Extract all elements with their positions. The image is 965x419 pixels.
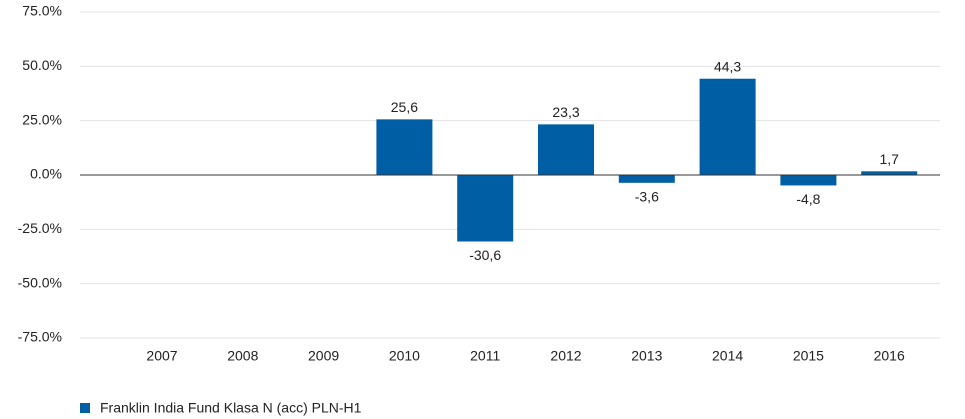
value-label: 25,6 xyxy=(391,99,418,115)
bar xyxy=(699,78,756,175)
value-label: 23,3 xyxy=(552,104,579,120)
x-tick-label: 2008 xyxy=(227,348,258,364)
bar xyxy=(861,171,918,175)
x-tick-label: 2013 xyxy=(631,348,662,364)
y-tick-label: 0.0% xyxy=(30,166,62,182)
bar xyxy=(376,119,433,175)
legend-label: Franklin India Fund Klasa N (acc) PLN-H1 xyxy=(100,400,362,416)
bar xyxy=(538,124,594,175)
x-tick-label: 2012 xyxy=(550,348,581,364)
y-tick-label: 75.0% xyxy=(22,3,62,19)
x-tick-label: 2007 xyxy=(146,348,177,364)
y-tick-label: 50.0% xyxy=(22,57,62,73)
y-tick-label: -50.0% xyxy=(18,274,62,290)
value-label: -30,6 xyxy=(469,247,501,263)
x-tick-label: 2009 xyxy=(308,348,339,364)
x-tick-label: 2014 xyxy=(712,348,743,364)
bar xyxy=(618,175,675,183)
x-tick-label: 2010 xyxy=(389,348,420,364)
x-tick-label: 2015 xyxy=(793,348,824,364)
y-tick-label: -25.0% xyxy=(18,220,62,236)
value-label: 1,7 xyxy=(879,151,899,167)
legend-swatch xyxy=(80,403,90,413)
bar xyxy=(457,175,514,242)
x-tick-label: 2016 xyxy=(874,348,905,364)
value-label: -3,6 xyxy=(635,189,659,205)
y-tick-label: -75.0% xyxy=(18,329,62,345)
y-tick-label: 25.0% xyxy=(22,111,62,127)
value-label: -4,8 xyxy=(796,191,820,207)
value-label: 44,3 xyxy=(714,58,741,74)
x-tick-label: 2011 xyxy=(470,348,500,364)
bar xyxy=(780,175,837,186)
